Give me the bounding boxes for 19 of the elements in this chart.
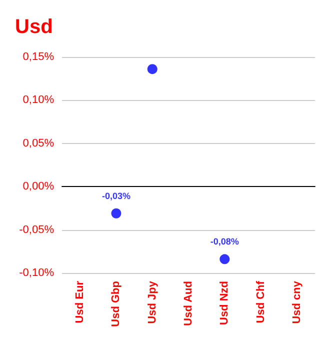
x-tick-label: Usd Eur xyxy=(74,280,86,324)
point xyxy=(220,254,230,264)
y-tick-label: 0,15% xyxy=(22,51,54,63)
point xyxy=(111,208,122,218)
chart-title: Usd xyxy=(15,16,53,38)
data-label: -0,08% xyxy=(210,236,239,247)
y-tick-label: 0,05% xyxy=(22,137,54,150)
x-tick-label: Usd Chf xyxy=(254,280,267,324)
data-label: -0,03% xyxy=(102,190,130,201)
y-tick-label: 0,00% xyxy=(22,180,54,193)
point xyxy=(147,64,158,74)
y-tick-label: 0,10% xyxy=(22,94,54,106)
y-tick-label: -0,05% xyxy=(19,224,54,236)
x-tick-label: Usd Aud xyxy=(182,281,194,326)
x-tick-label: Usd Jpy xyxy=(146,280,158,324)
x-tick-label: Usd Nzd xyxy=(218,281,231,325)
y-tick-label: -0,10% xyxy=(19,267,54,279)
x-tick-label: Usd Gbp xyxy=(110,280,122,327)
x-tick-label: Usd cny xyxy=(290,280,303,324)
